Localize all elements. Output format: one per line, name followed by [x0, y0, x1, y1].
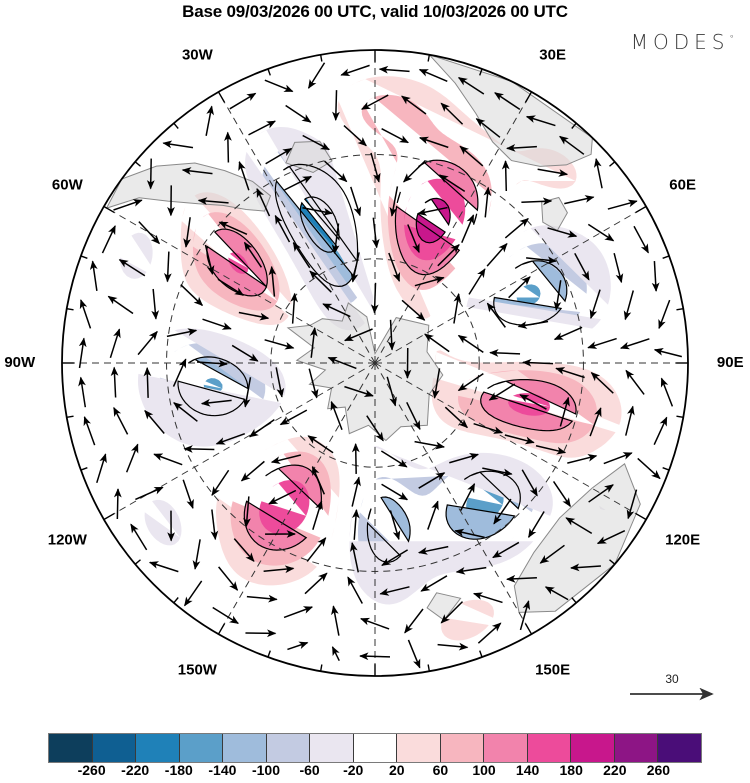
graticule-label-60w: 60W: [52, 176, 84, 193]
graticule-label-120e: 120E: [665, 532, 700, 549]
colorbar-tick-label: -260: [77, 762, 106, 778]
graticule-label-120w: 120W: [48, 532, 88, 549]
colorbar-swatch: [484, 734, 528, 762]
polar-stereographic-plot: 030E60E90E120E150E180150W120W90W60W30W: [4, 46, 744, 679]
modes-trademark-icon: °: [729, 34, 735, 45]
colorbar-tick-labels: -260 -220 -180 -140 -100 -60 -20 20 60 100 140 180 2…: [48, 762, 702, 782]
page-title: Base 09/03/2026 00 UTC, valid 10/03/2026…: [182, 2, 568, 21]
graticule-label-150e: 150E: [535, 662, 570, 679]
colorbar-tick-label: -60: [299, 762, 320, 778]
graticule-label-90e: 90E: [717, 354, 744, 371]
colorbar-swatch: [266, 734, 311, 762]
graticule-label-90w: 90W: [4, 354, 36, 371]
vector-scale-value: 30: [665, 672, 679, 686]
colorbar-swatch: [49, 734, 93, 762]
colorbar-swatch: [571, 734, 615, 762]
colorbar-tick-label: 220: [603, 762, 627, 778]
colorbar-tick-label: -220: [121, 762, 150, 778]
colorbar-tick-label: 20: [389, 762, 405, 778]
modes-logo: MODES°: [631, 30, 734, 54]
graticule-label-30w: 30W: [182, 46, 214, 63]
graticule-label-60e: 60E: [669, 176, 696, 193]
colorbar-tick-label: 180: [559, 762, 583, 778]
colorbar-swatch: [614, 734, 659, 762]
graticule-label-30e: 30E: [539, 46, 566, 63]
polar-map: 030E60E90E120E150E180150W120W90W60W30W: [0, 28, 750, 708]
colorbar-tick-label: 260: [646, 762, 671, 778]
vector-scale-legend: 30: [612, 672, 732, 712]
colorbar-tick-label: -140: [208, 762, 237, 778]
vector-scale-arrow-icon: [630, 688, 714, 701]
colorbar-tick-label: -100: [251, 762, 281, 778]
colorbar-tick-label: -180: [164, 762, 193, 778]
colorbar-swatch: [440, 734, 485, 762]
colorbar-swatch: [92, 734, 137, 762]
colorbar-swatch: [527, 734, 572, 762]
colorbar-swatch: [179, 734, 224, 762]
colorbar-swatch: [310, 734, 354, 762]
colorbar-swatch: [397, 734, 441, 762]
colorbar-tick-label: 140: [515, 762, 540, 778]
modes-logo-text: MODES: [630, 30, 730, 54]
colorbar-swatch: [223, 734, 267, 762]
colorbar-swatch: [353, 734, 398, 762]
colorbar: [48, 733, 702, 763]
colorbar-tick-label: 60: [432, 762, 449, 778]
colorbar-swatch: [136, 734, 180, 762]
colorbar-tick-label: 100: [472, 762, 496, 778]
graticule-label-150w: 150W: [178, 662, 218, 679]
colorbar-swatch: [658, 734, 701, 762]
colorbar-tick-label: -20: [343, 762, 364, 778]
